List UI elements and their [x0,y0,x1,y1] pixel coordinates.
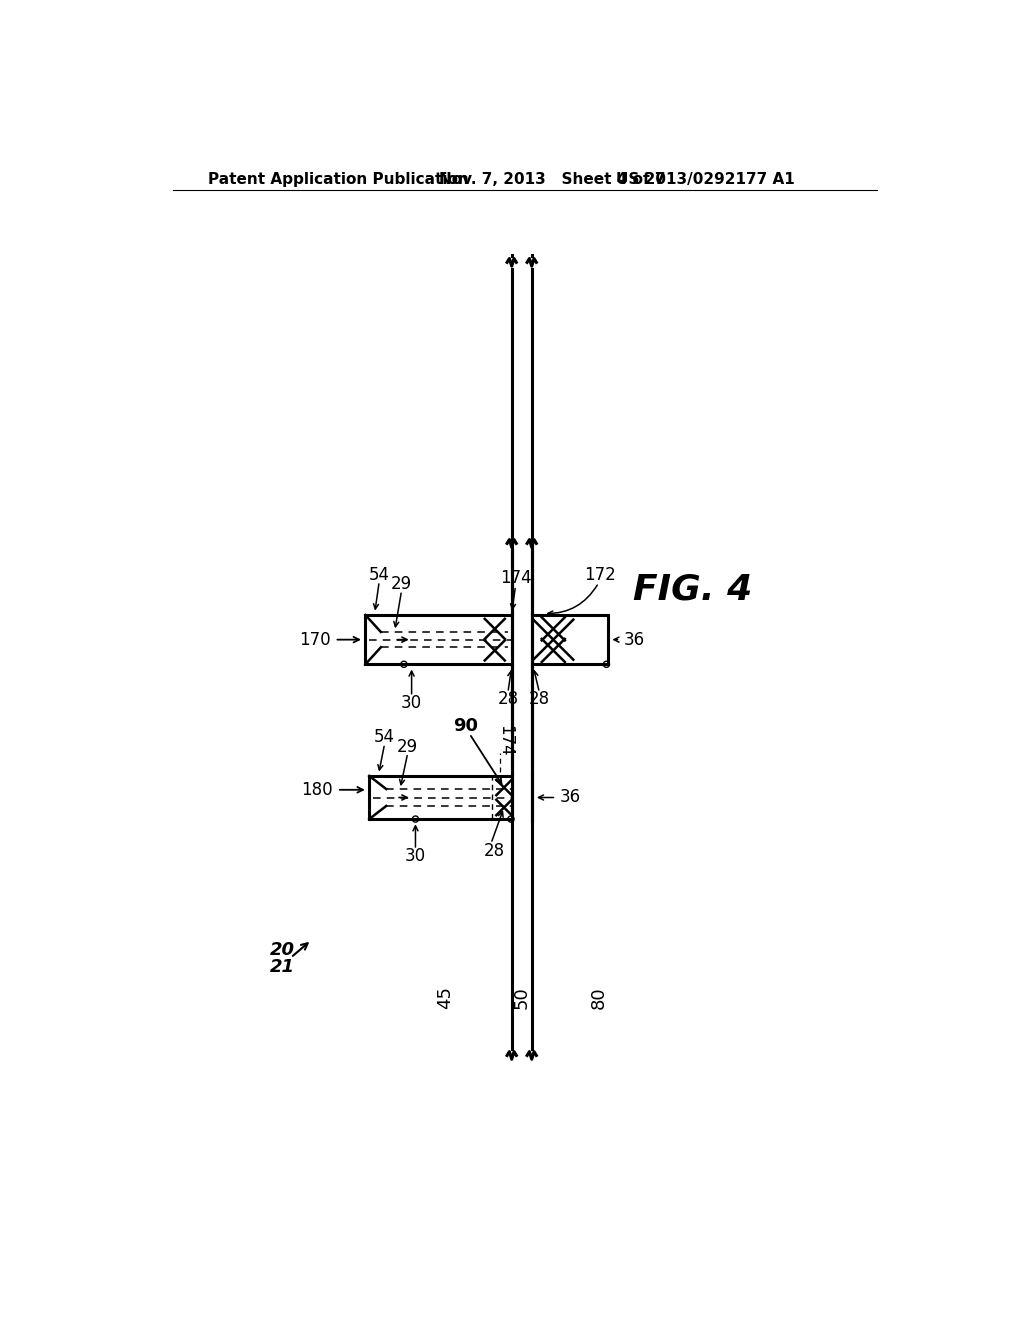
Text: FIG. 4: FIG. 4 [633,573,753,607]
Text: 54: 54 [374,729,395,746]
Text: 30: 30 [404,847,426,865]
Text: Patent Application Publication: Patent Application Publication [208,172,468,186]
Text: 20: 20 [269,941,295,958]
Text: 36: 36 [624,631,644,648]
Text: 36: 36 [559,788,581,807]
Text: 180: 180 [301,781,333,799]
Text: 174: 174 [497,726,514,758]
Text: Nov. 7, 2013   Sheet 4 of 7: Nov. 7, 2013 Sheet 4 of 7 [438,172,665,186]
Text: 28: 28 [498,690,518,708]
Text: 174: 174 [500,569,531,587]
Text: 28: 28 [528,690,550,708]
Text: 172: 172 [585,566,616,583]
Text: 28: 28 [483,842,505,861]
Text: 45: 45 [436,986,454,1010]
Text: 50: 50 [513,986,530,1008]
Text: 80: 80 [590,986,607,1008]
Text: US 2013/0292177 A1: US 2013/0292177 A1 [615,172,795,186]
Text: 21: 21 [269,958,295,975]
Text: 29: 29 [391,576,413,593]
Text: 90: 90 [453,717,478,735]
Text: 29: 29 [397,738,419,755]
Text: 170: 170 [299,631,331,648]
Text: 30: 30 [401,694,422,711]
Text: 54: 54 [369,566,390,583]
